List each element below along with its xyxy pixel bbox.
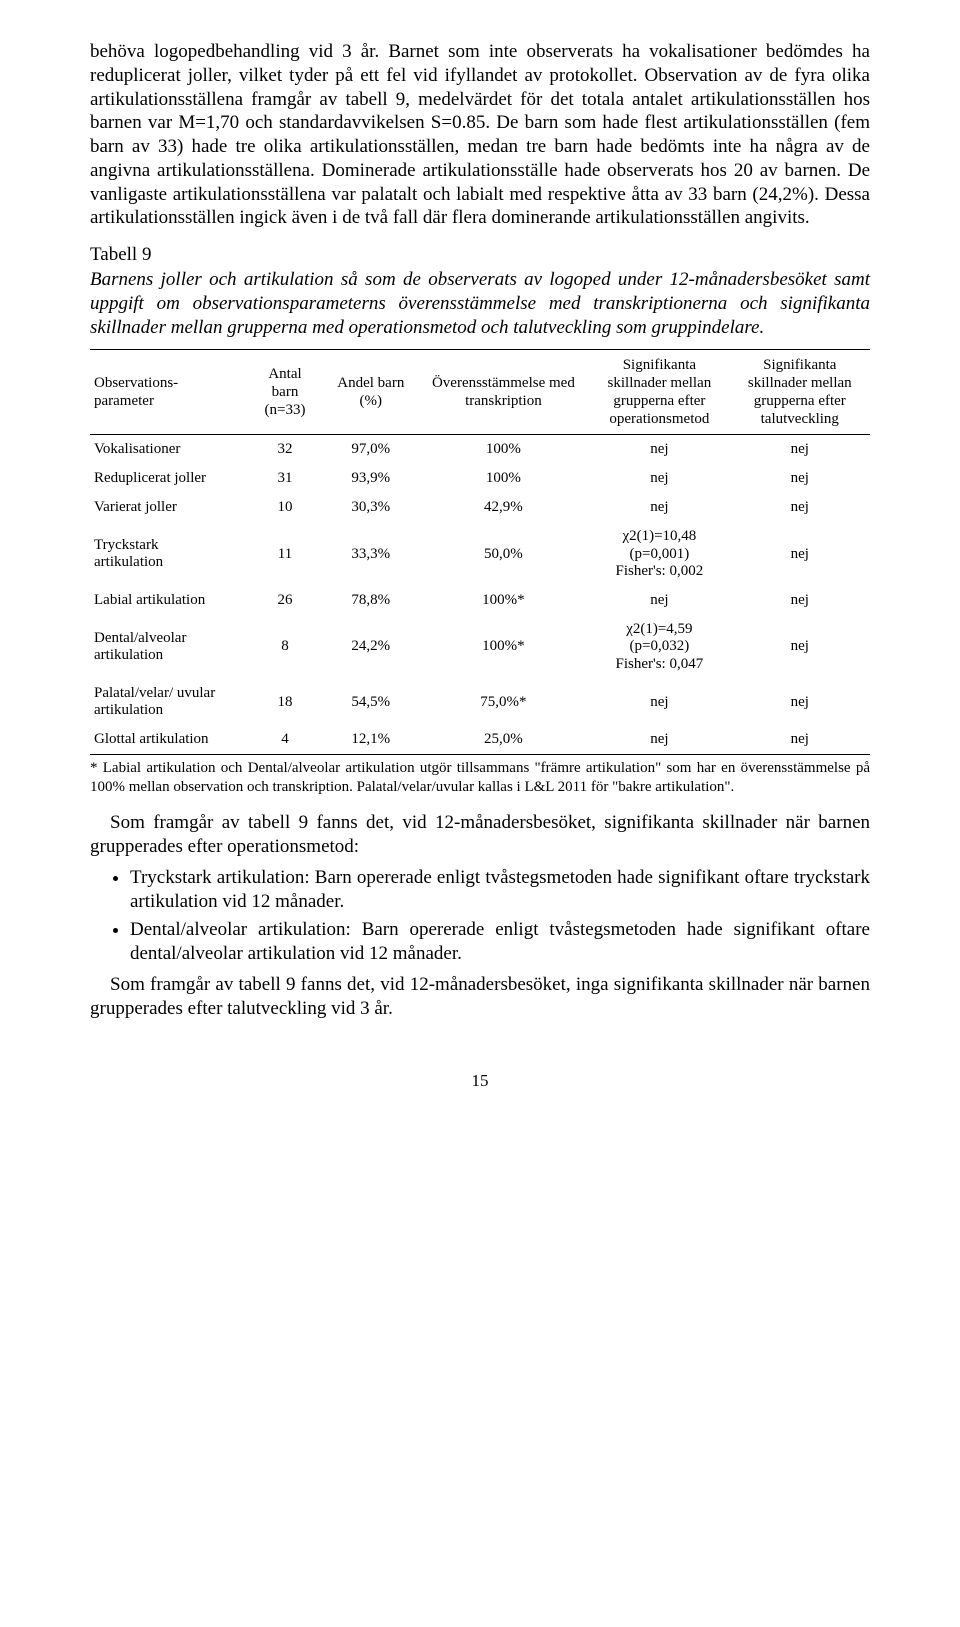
table-cell: 54,5% <box>324 679 418 726</box>
table-cell: nej <box>589 435 729 465</box>
table-header-cell: Andel barn(%) <box>324 350 418 435</box>
table-cell: nej <box>589 586 729 615</box>
table-header-cell: Signifikantaskillnader mellangrupperna e… <box>730 350 870 435</box>
table-cell: χ2(1)=4,59(p=0,032)Fisher's: 0,047 <box>589 615 729 679</box>
table-cell: 31 <box>246 464 324 493</box>
table-cell: 4 <box>246 725 324 755</box>
table-cell: Palatal/velar/ uvularartikulation <box>90 679 246 726</box>
table-row: Reduplicerat joller3193,9%100%nejnej <box>90 464 870 493</box>
table-cell: 32 <box>246 435 324 465</box>
table-cell: 8 <box>246 615 324 679</box>
table-cell: nej <box>589 725 729 755</box>
table-cell: nej <box>589 464 729 493</box>
table-row: Glottal artikulation412,1%25,0%nejnej <box>90 725 870 755</box>
table-header-cell: Överensstämmelse medtranskription <box>418 350 590 435</box>
table-cell: 100%* <box>418 586 590 615</box>
table-cell: 78,8% <box>324 586 418 615</box>
table-cell: 18 <box>246 679 324 726</box>
table-cell: nej <box>730 464 870 493</box>
table-header-row: Observations-parameterAntalbarn(n=33)And… <box>90 350 870 435</box>
page-number: 15 <box>90 1071 870 1091</box>
table-header-cell: Antalbarn(n=33) <box>246 350 324 435</box>
table-cell: nej <box>730 493 870 522</box>
table-cell: nej <box>589 679 729 726</box>
table-cell: 11 <box>246 522 324 586</box>
table-header-cell: Signifikantaskillnader mellangrupperna e… <box>589 350 729 435</box>
table-cell: 33,3% <box>324 522 418 586</box>
table-cell: 10 <box>246 493 324 522</box>
table-row: Vokalisationer3297,0%100%nejnej <box>90 435 870 465</box>
body-paragraph-1: behöva logopedbehandling vid 3 år. Barne… <box>90 40 870 230</box>
table-row: Palatal/velar/ uvularartikulation1854,5%… <box>90 679 870 726</box>
table-cell: 93,9% <box>324 464 418 493</box>
table-cell: 30,3% <box>324 493 418 522</box>
bullet-list: Tryckstark artikulation: Barn opererade … <box>90 866 870 965</box>
table-cell: Dental/alveolarartikulation <box>90 615 246 679</box>
table-header-cell: Observations-parameter <box>90 350 246 435</box>
body-paragraph-2: Som framgår av tabell 9 fanns det, vid 1… <box>90 811 870 859</box>
table-cell: 97,0% <box>324 435 418 465</box>
table-row: Varierat joller1030,3%42,9%nejnej <box>90 493 870 522</box>
page-container: behöva logopedbehandling vid 3 år. Barne… <box>0 0 960 1141</box>
table-cell: nej <box>730 615 870 679</box>
table-row: Dental/alveolarartikulation824,2%100%*χ2… <box>90 615 870 679</box>
table-cell: Vokalisationer <box>90 435 246 465</box>
table-cell: nej <box>730 679 870 726</box>
table-caption: Barnens joller och artikulation så som d… <box>90 268 870 339</box>
list-item: Dental/alveolar artikulation: Barn opere… <box>130 918 870 966</box>
table-cell: 25,0% <box>418 725 590 755</box>
table-cell: Reduplicerat joller <box>90 464 246 493</box>
table-cell: 24,2% <box>324 615 418 679</box>
table-cell: nej <box>730 586 870 615</box>
table-cell: 12,1% <box>324 725 418 755</box>
table-cell: Tryckstarkartikulation <box>90 522 246 586</box>
table-row: Labial artikulation2678,8%100%*nejnej <box>90 586 870 615</box>
table-cell: nej <box>730 725 870 755</box>
table-cell: 42,9% <box>418 493 590 522</box>
table-cell: χ2(1)=10,48(p=0,001)Fisher's: 0,002 <box>589 522 729 586</box>
table-cell: Labial artikulation <box>90 586 246 615</box>
body-paragraph-3: Som framgår av tabell 9 fanns det, vid 1… <box>90 973 870 1021</box>
table-cell: 50,0% <box>418 522 590 586</box>
table-cell: Varierat joller <box>90 493 246 522</box>
table-cell: 100% <box>418 435 590 465</box>
table-cell: 26 <box>246 586 324 615</box>
table-cell: 75,0%* <box>418 679 590 726</box>
list-item: Tryckstark artikulation: Barn opererade … <box>130 866 870 914</box>
table-cell: Glottal artikulation <box>90 725 246 755</box>
table-row: Tryckstarkartikulation1133,3%50,0%χ2(1)=… <box>90 522 870 586</box>
results-table: Observations-parameterAntalbarn(n=33)And… <box>90 349 870 755</box>
table-cell: nej <box>730 435 870 465</box>
table-title: Tabell 9 <box>90 244 870 266</box>
table-cell: 100%* <box>418 615 590 679</box>
table-footnote: * Labial artikulation och Dental/alveola… <box>90 759 870 797</box>
table-cell: 100% <box>418 464 590 493</box>
table-cell: nej <box>589 493 729 522</box>
table-cell: nej <box>730 522 870 586</box>
